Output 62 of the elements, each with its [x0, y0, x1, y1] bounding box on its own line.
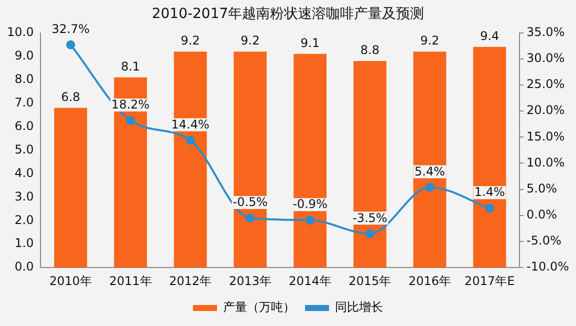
bar — [234, 52, 267, 268]
y-tick-label: 7.0 — [14, 95, 34, 110]
bar — [54, 108, 88, 268]
y-tick-label: 1.0 — [14, 236, 34, 250]
point — [485, 204, 494, 213]
data-label: 9.2 — [240, 34, 260, 48]
y2-tick-label: 20.0% — [526, 103, 565, 118]
x-tick-label: 2012年 — [169, 274, 212, 288]
bar — [353, 60, 386, 268]
legend-label: 产量（万吨） — [223, 300, 295, 314]
x-tick-label: 2010年 — [49, 274, 92, 288]
point — [66, 40, 76, 50]
data-label: 9.4 — [480, 29, 500, 44]
y2-tick-label: 10.0% — [526, 155, 565, 170]
data-label: 8.1 — [120, 60, 140, 74]
y-tick-label: 0.0 — [14, 260, 34, 274]
point — [425, 182, 434, 192]
y-tick-label: 5.0 — [14, 142, 34, 156]
y2-tick-label: 35.0% — [526, 24, 565, 39]
y-tick-label: 9.0 — [14, 48, 34, 62]
x-tick-label: 2013年 — [228, 274, 272, 288]
point — [365, 229, 374, 238]
data-label: -0.9% — [292, 197, 328, 212]
point — [186, 136, 195, 145]
x-tick-label: 2014年 — [288, 274, 332, 288]
data-label: -0.5% — [232, 195, 268, 210]
data-label: 32.7% — [52, 22, 90, 36]
y2-tick-label: -5.0% — [526, 234, 562, 248]
data-label: 6.8 — [61, 90, 80, 104]
y2-tick-label: 15.0% — [526, 129, 565, 144]
data-label: 18.2% — [111, 98, 150, 112]
y-tick-label: 4.0 — [14, 166, 34, 180]
y-tick-label: 8.0 — [14, 72, 34, 86]
point — [246, 214, 255, 223]
y2-tick-label: -10.0% — [526, 260, 569, 274]
chart-title: 2010-2017年越南粉状速溶咖啡产量及预测 — [152, 6, 424, 22]
data-label: 8.8 — [360, 43, 380, 58]
x-tick-label: 2017年E — [464, 274, 515, 288]
y-tick-label: 6.0 — [14, 118, 34, 133]
x-tick-label: 2011年 — [109, 274, 152, 288]
y2-tick-label: 5.0% — [526, 181, 558, 196]
y2-tick-label: 0.0% — [526, 208, 558, 222]
x-tick-label: 2016年 — [408, 274, 452, 288]
y2-tick-label: 30.0% — [526, 51, 565, 66]
x-tick-label: 2015年 — [348, 274, 392, 288]
point — [306, 216, 315, 225]
y-tick-label: 2.0 — [14, 212, 34, 227]
data-label: 9.2 — [420, 34, 440, 48]
legend-label: 同比增长 — [335, 300, 383, 314]
data-label: 9.2 — [180, 34, 200, 48]
point — [126, 116, 135, 125]
y-tick-label: 3.0 — [14, 189, 34, 204]
data-label: 5.4% — [414, 164, 446, 178]
data-label: 14.4% — [171, 117, 210, 132]
data-label: -3.5% — [352, 210, 388, 225]
bar — [294, 54, 327, 268]
y2-tick-label: 25.0% — [526, 77, 565, 92]
bar — [473, 46, 506, 268]
bar — [413, 52, 446, 268]
data-label: 9.1 — [300, 36, 320, 50]
data-label: 1.4% — [474, 185, 505, 200]
y-tick-label: 10.0 — [7, 24, 34, 39]
